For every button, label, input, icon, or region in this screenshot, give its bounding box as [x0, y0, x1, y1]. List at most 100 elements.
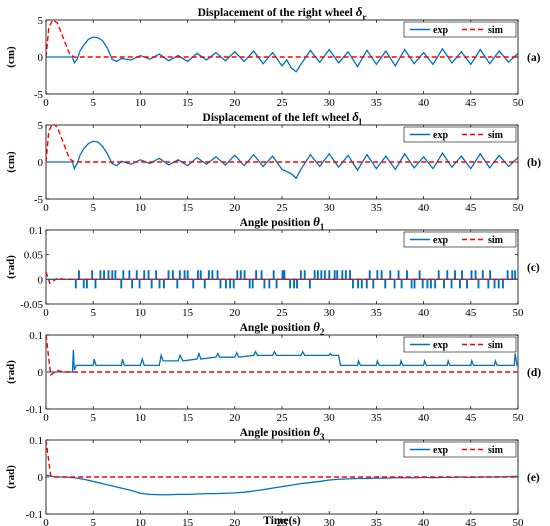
x-tick-label: 45 — [465, 517, 477, 526]
y-axis-label: (cm) — [5, 46, 17, 68]
y-tick-label: 0.1 — [29, 435, 43, 447]
y-tick-label: -5 — [34, 194, 44, 206]
series-exp-line — [46, 36, 518, 73]
panel-tag: (c) — [527, 262, 540, 274]
y-axis-label: (cm) — [5, 151, 17, 173]
legend: exp sim — [403, 336, 517, 353]
y-tick-label: 5 — [38, 120, 44, 132]
x-tick-label: 20 — [229, 307, 241, 319]
series-sim-line — [46, 20, 518, 58]
panel-tag: (a) — [527, 52, 541, 64]
panel-tag: (d) — [527, 367, 541, 379]
title-symbol: θ — [313, 424, 320, 439]
title-subscript: 3 — [320, 432, 325, 442]
panel-4: 0 5 10 15 20 25 30 35 40 45 50-0.100.1(rad)Angle p… — [5, 319, 541, 424]
series-sim-line — [46, 440, 518, 478]
x-tick-label: 25 — [277, 202, 289, 214]
legend-sim-label: sim — [488, 25, 504, 36]
x-tick-label: 50 — [513, 97, 525, 109]
x-tick-label: 40 — [418, 307, 430, 319]
y-tick-label: 0 — [38, 157, 44, 169]
x-tick-label: 20 — [229, 517, 241, 526]
x-tick-label: 45 — [465, 412, 477, 424]
x-tick-label: 45 — [465, 97, 477, 109]
y-tick-label: 0.1 — [29, 225, 43, 237]
legend-sim-label: sim — [488, 130, 504, 141]
x-tick-label: 10 — [135, 97, 147, 109]
x-tick-label: 15 — [182, 412, 194, 424]
legend-box — [403, 126, 517, 143]
y-tick-label: 0.1 — [29, 330, 43, 342]
y-tick-label: 0 — [38, 274, 44, 286]
legend-exp-label: exp — [433, 445, 448, 456]
x-tick-label: 20 — [229, 202, 241, 214]
x-tick-label: 10 — [135, 517, 147, 526]
x-tick-label: 30 — [324, 517, 336, 526]
panel-2: 0 5 10 15 20 25 30 35 40 45 50-505(cm)Displacement… — [5, 109, 541, 214]
title-text: Angle position — [240, 427, 314, 439]
x-tick-label: 0 — [43, 412, 49, 424]
x-tick-label: 35 — [371, 97, 383, 109]
legend-box — [403, 21, 517, 38]
legend-exp-label: exp — [433, 235, 448, 246]
x-tick-label: 15 — [182, 97, 194, 109]
series-sim-line — [46, 335, 518, 377]
y-axis-label: (rad) — [5, 360, 17, 384]
x-tick-label: 5 — [90, 307, 96, 319]
series-exp-line — [46, 140, 518, 180]
x-tick-label: 25 — [277, 307, 289, 319]
x-tick-label: 35 — [371, 202, 383, 214]
x-tick-label: 40 — [418, 97, 430, 109]
x-tick-label: 5 — [90, 202, 96, 214]
x-tick-label: 5 — [90, 412, 96, 424]
x-tick-label: 30 — [324, 202, 336, 214]
x-tick-label: 25 — [277, 97, 289, 109]
panel-3: 0 5 10 15 20 25 30 35 40 45 50-0.0500.050.1(rad)An… — [5, 214, 540, 319]
title-text: Angle position — [240, 217, 314, 229]
x-tick-label: 30 — [324, 97, 336, 109]
series-exp-line — [46, 349, 518, 373]
x-tick-label: 50 — [513, 307, 525, 319]
title-text: Angle position — [240, 322, 314, 334]
x-tick-label: 5 — [90, 97, 96, 109]
legend: exp sim — [403, 21, 517, 38]
x-tick-label: 30 — [324, 307, 336, 319]
legend-sim-label: sim — [488, 235, 504, 246]
x-tick-label: 40 — [418, 202, 430, 214]
legend-sim-label: sim — [488, 445, 504, 456]
x-tick-label: 0 — [43, 202, 49, 214]
legend-sim-label: sim — [488, 340, 504, 351]
x-tick-label: 45 — [465, 307, 477, 319]
y-axis-label: (rad) — [5, 465, 17, 489]
x-tick-label: 0 — [43, 517, 49, 526]
x-tick-label: 0 — [43, 97, 49, 109]
panel-title: Displacement of the left wheel δl — [203, 109, 362, 127]
x-tick-label: 50 — [513, 412, 525, 424]
x-tick-label: 35 — [371, 517, 383, 526]
y-tick-label: 0 — [38, 472, 44, 484]
x-tick-label: 25 — [277, 517, 289, 526]
y-axis-label: (rad) — [5, 255, 17, 279]
y-tick-label: 0.05 — [24, 250, 44, 262]
title-symbol: δ — [352, 109, 359, 124]
title-text: Displacement of the left wheel — [203, 112, 353, 124]
legend: exp sim — [403, 441, 517, 458]
legend-exp-label: exp — [433, 25, 448, 36]
y-tick-label: -5 — [34, 89, 44, 101]
y-tick-label: -0.1 — [26, 509, 43, 521]
x-tick-label: 45 — [465, 202, 477, 214]
y-tick-label: 5 — [38, 15, 44, 27]
panel-title: Angle position θ3 — [240, 424, 325, 442]
legend-box — [403, 336, 517, 353]
panel-1: 0 5 10 15 20 25 30 35 40 45 50-505(cm)Displacement… — [5, 4, 541, 109]
x-tick-label: 20 — [229, 97, 241, 109]
legend: exp sim — [403, 126, 517, 143]
panel-title: Displacement of the right wheel δr — [198, 4, 367, 22]
panel-title: Angle position θ1 — [240, 214, 325, 232]
x-tick-label: 30 — [324, 412, 336, 424]
legend: exp sim — [403, 231, 517, 248]
x-tick-label: 25 — [277, 412, 289, 424]
panel-5: 0 5 10 15 20 25 30 35 40 45 50-0.100.1(rad)Angle p… — [5, 424, 540, 526]
series-sim-line — [46, 271, 518, 285]
x-tick-label: 15 — [182, 517, 194, 526]
